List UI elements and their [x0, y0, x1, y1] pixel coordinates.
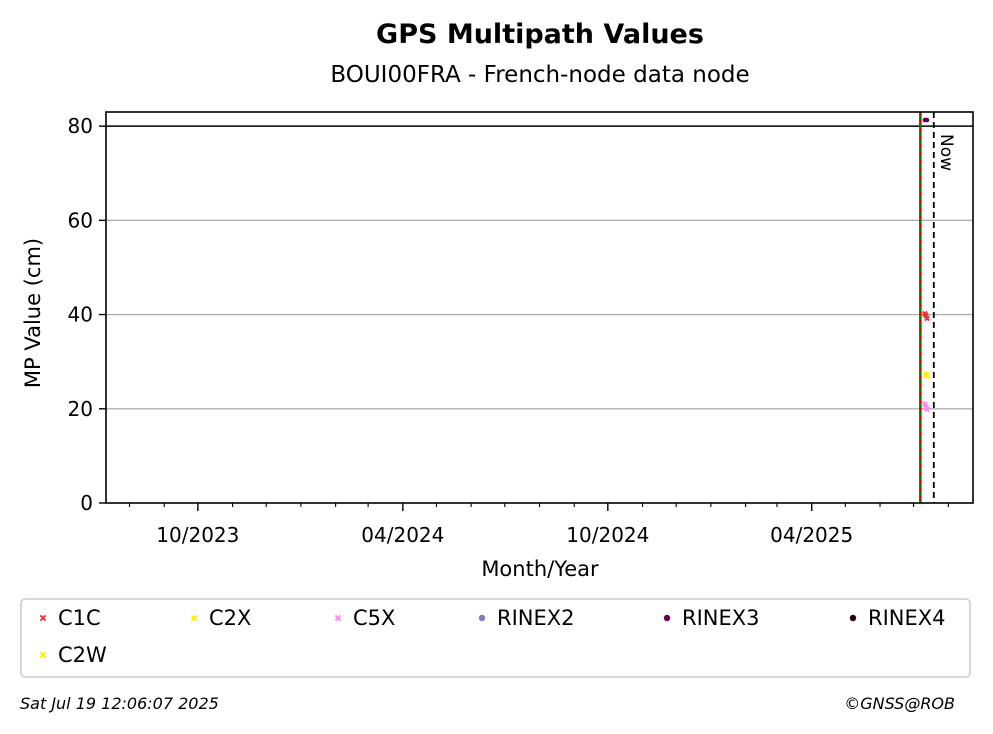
legend-marker-c1c [39, 614, 47, 622]
legend-label-c5x: C5X [353, 606, 395, 630]
plot-area: Now [106, 112, 973, 503]
grid-lines [106, 219, 973, 410]
y-tick-label-1: 20 [68, 397, 93, 421]
legend-marker-c2x [190, 614, 198, 622]
legend-label-c2x: C2X [209, 606, 251, 630]
legend-label-c1c: C1C [58, 606, 101, 630]
legend-marker-c2w-stroke-b [39, 651, 47, 659]
point-c5x-2-stroke-b [924, 406, 930, 413]
y-tick-label-3: 60 [68, 208, 93, 232]
y-tick-label-0: 0 [80, 491, 93, 515]
chart-title: GPS Multipath Values [376, 19, 704, 50]
x-tick-label-2: 10/2024 [566, 523, 649, 547]
point-c1c-2-stroke-b [924, 315, 930, 322]
point-c5x-2 [924, 406, 930, 413]
legend-label-rinex3: RINEX3 [682, 606, 760, 630]
footer-timestamp: Sat Jul 19 12:06:07 2025 [20, 694, 219, 713]
x-tick-label-1: 04/2024 [361, 523, 444, 547]
y-axis-label: MP Value (cm) [21, 238, 45, 388]
point-c1c-2 [924, 315, 930, 322]
legend-frame [20, 598, 971, 678]
plot-frame [105, 111, 974, 504]
axes: 0 20 40 60 80 10/2023 04/2024 10/2024 04/2025 [68, 114, 949, 547]
legend-marker-c5x [334, 614, 342, 622]
legend-label-rinex2: RINEX2 [497, 606, 575, 630]
x-tick-label-0: 10/2023 [156, 523, 239, 547]
legend-marker-c2w [39, 651, 47, 659]
legend-label-rinex4: RINEX4 [868, 606, 946, 630]
x-tick-label-3: 04/2025 [770, 523, 853, 547]
legend-label-c2w: C2W [58, 643, 107, 667]
legend: C1C C2X C5X RINEX2 RINEX3 RINEX4 C2W [20, 598, 971, 678]
legend-marker-c2x-stroke-b [190, 614, 198, 622]
legend-marker-c5x-stroke-b [334, 614, 342, 622]
point-c2x-1-stroke-b [924, 372, 930, 379]
legend-marker-rinex3 [663, 614, 671, 622]
now-label: Now [936, 134, 956, 171]
chart-subtitle: BOUI00FRA - French-node data node [330, 62, 749, 88]
legend-marker-c1c-stroke-b [39, 614, 47, 622]
footer-credit: ©GNSS@ROB [844, 694, 955, 713]
point-c2x-1 [924, 372, 930, 379]
x-axis-label: Month/Year [481, 557, 599, 581]
legend-marker-rinex2 [478, 614, 486, 622]
y-tick-label-2: 40 [68, 303, 93, 327]
legend-marker-rinex4 [849, 614, 857, 622]
y-tick-label-4: 80 [68, 114, 93, 138]
point-rinex3-2 [924, 117, 930, 123]
